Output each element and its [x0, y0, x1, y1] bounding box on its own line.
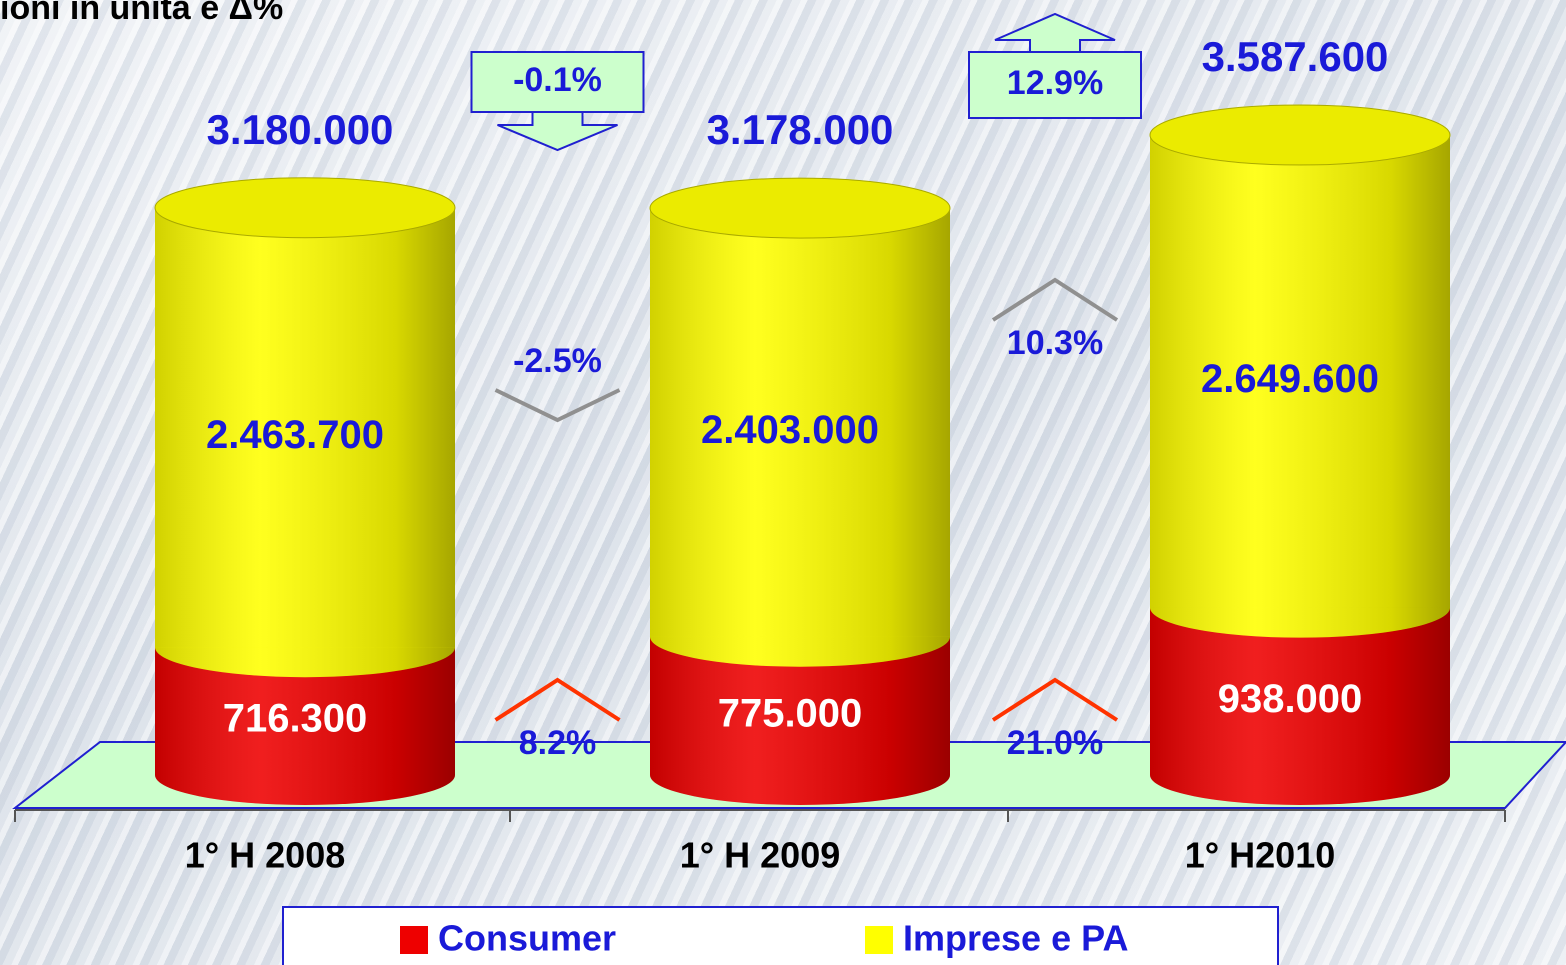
- cylinder-shade: [650, 775, 950, 805]
- cylinder-shade: [1150, 135, 1450, 608]
- legend-label: Consumer: [438, 918, 616, 959]
- value-label: 2.649.600: [1201, 357, 1379, 401]
- value-label: 2.403.000: [701, 408, 879, 452]
- cylinder-shade: [155, 775, 455, 805]
- change-chevron: [991, 277, 1119, 322]
- cylinder-top-shade: [650, 178, 950, 239]
- value-label: 775.000: [718, 691, 863, 735]
- cylinder-shade: [155, 207, 455, 648]
- x-tick-label: 1° H 2008: [185, 835, 346, 876]
- total-label: 3.178.000: [707, 106, 894, 153]
- cylinder-top: [1149, 104, 1451, 166]
- cylinder-top: [154, 177, 456, 239]
- total-change-label: -0.1%: [513, 61, 602, 99]
- change-chevron: [991, 677, 1119, 722]
- legend-swatch: [865, 926, 893, 954]
- change-chevron: [494, 388, 621, 423]
- total-label: 3.587.600: [1202, 33, 1389, 80]
- legend-box: [282, 906, 1279, 965]
- cylinder-shade: [1150, 775, 1450, 805]
- change-label: -2.5%: [513, 342, 602, 380]
- change-box: [470, 51, 645, 113]
- value-label: 938.000: [1218, 677, 1363, 721]
- change-label: 8.2%: [519, 724, 597, 762]
- cylinder-shade: [1150, 607, 1450, 638]
- cylinder-top-shade: [1150, 105, 1450, 165]
- change-label: 10.3%: [1007, 324, 1103, 362]
- change-label: 21.0%: [1007, 724, 1103, 762]
- value-label: 2.463.700: [206, 413, 384, 457]
- legend-label: Imprese e PA: [903, 918, 1128, 959]
- x-tick-label: 1° H 2009: [680, 835, 841, 876]
- cylinder-shade: [155, 647, 455, 678]
- value-label: 716.300: [223, 697, 368, 741]
- change-arrow: [994, 12, 1116, 53]
- change-arrow: [497, 111, 618, 152]
- x-tick-label: 1° H2010: [1185, 835, 1336, 876]
- total-label: 3.180.000: [207, 106, 394, 153]
- legend-swatch: [400, 926, 428, 954]
- cylinder-top: [649, 177, 951, 239]
- total-change-label: 12.9%: [1007, 64, 1103, 102]
- change-chevron: [494, 677, 621, 722]
- chart-title: ioni in unità e Δ%: [0, 0, 283, 27]
- cylinder-top-shade: [155, 177, 455, 238]
- cylinder-shade: [650, 208, 950, 637]
- change-box: [968, 51, 1142, 119]
- cylinder-shade: [650, 636, 950, 667]
